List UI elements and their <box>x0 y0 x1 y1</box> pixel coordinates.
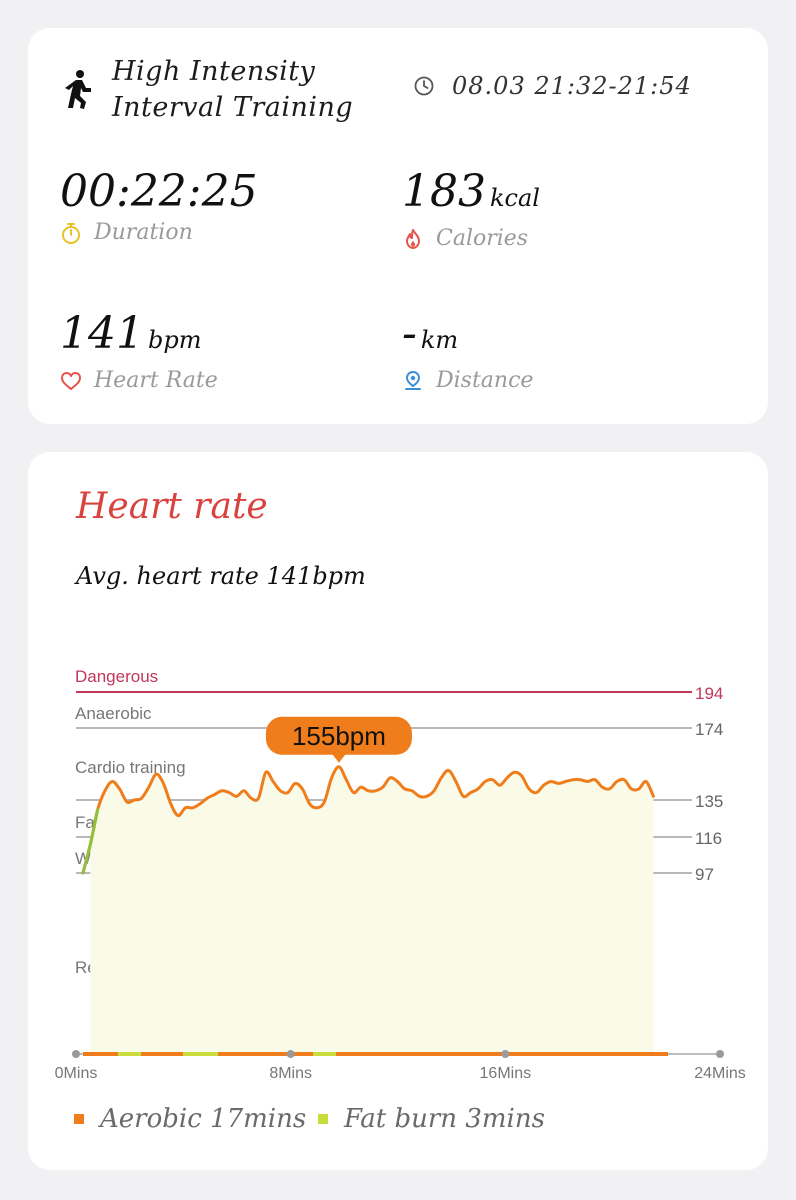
time-range-text: 08.03 21:32-21:54 <box>452 72 692 100</box>
heart-rate-metric: 141 bpm Heart Rate <box>60 308 218 394</box>
legend-aerobic: Aerobic 17mins <box>74 1104 306 1134</box>
stopwatch-icon <box>62 222 80 244</box>
aerobic-swatch <box>74 1114 84 1124</box>
heart-rate-line <box>81 765 655 875</box>
calories-metric: 183 kcal Calories <box>402 166 540 252</box>
heart-rate-unit: bpm <box>147 326 202 354</box>
heart-rate-title: Heart rate <box>76 486 268 527</box>
activity-title: High Intensity Interval Training <box>112 54 353 126</box>
heart-rate-value: 141 <box>60 308 144 359</box>
duration-metric: 00:22:25 Duration <box>60 166 258 246</box>
tooltip-pointer <box>331 753 346 763</box>
running-person-icon <box>65 70 91 109</box>
distance-label: Distance <box>436 368 534 393</box>
workout-summary-card: High Intensity Interval Training 08.03 2… <box>28 28 768 424</box>
y-tick-97: 97 <box>695 865 714 884</box>
heart-rate-chart[interactable]: 194 174 135 116 97 Dangerous Anaerobic Cardio t… <box>28 652 768 1092</box>
location-pin-icon <box>405 370 421 390</box>
heart-rate-label: Heart Rate <box>94 368 218 393</box>
activity-title-line1: High Intensity <box>112 56 316 87</box>
heart-rate-card: Heart rate Avg. heart rate 141bpm 194 174… <box>28 452 768 1170</box>
distance-unit: km <box>420 326 459 354</box>
x-tick-label-3: 24Mins <box>694 1065 746 1082</box>
legend-fat-burn: Fat burn 3mins <box>318 1104 545 1134</box>
fat-burn-swatch <box>318 1114 328 1124</box>
x-tick-dot-2 <box>501 1050 510 1058</box>
calories-label: Calories <box>436 226 529 251</box>
x-tick-label-1: 8Mins <box>269 1065 312 1082</box>
x-tick-label-0: 0Mins <box>55 1065 98 1082</box>
peak-tooltip: 155bpm <box>265 716 412 763</box>
distance-value: - <box>402 308 417 359</box>
zone-label-anaerobic: Anaerobic <box>75 704 152 723</box>
x-tick-dot-1 <box>286 1050 295 1058</box>
y-tick-174: 174 <box>695 720 723 739</box>
legend-aerobic-label: Aerobic 17mins <box>100 1104 307 1134</box>
calories-value: 183 <box>402 166 486 217</box>
activity-title-line2: Interval Training <box>112 92 354 123</box>
y-tick-194: 194 <box>695 684 723 703</box>
x-tick-dot-3 <box>716 1050 724 1058</box>
chart-area-fill <box>90 766 654 1054</box>
zone-label-dangerous: Dangerous <box>75 667 158 686</box>
y-tick-135: 135 <box>695 792 723 811</box>
tooltip-bubble <box>265 716 412 755</box>
y-tick-116: 116 <box>695 829 722 848</box>
tooltip-text: 155bpm <box>292 721 386 751</box>
legend-fat-burn-label: Fat burn 3mins <box>344 1104 545 1134</box>
calories-unit: kcal <box>489 184 540 212</box>
duration-value: 00:22:25 <box>60 166 258 217</box>
clock-icon <box>414 76 434 96</box>
flame-icon <box>406 228 420 249</box>
x-tick-label-2: 16Mins <box>480 1065 532 1082</box>
workout-time-range: 08.03 21:32-21:54 <box>414 72 692 100</box>
heart-icon <box>61 371 81 390</box>
heart-rate-line-warmup <box>81 808 100 875</box>
duration-label: Duration <box>94 220 193 245</box>
x-tick-dot-0 <box>72 1050 80 1058</box>
zone-label-cardio-training: Cardio training <box>75 758 186 777</box>
average-heart-rate: Avg. heart rate 141bpm <box>76 562 366 590</box>
distance-metric: - km Distance <box>402 308 534 394</box>
